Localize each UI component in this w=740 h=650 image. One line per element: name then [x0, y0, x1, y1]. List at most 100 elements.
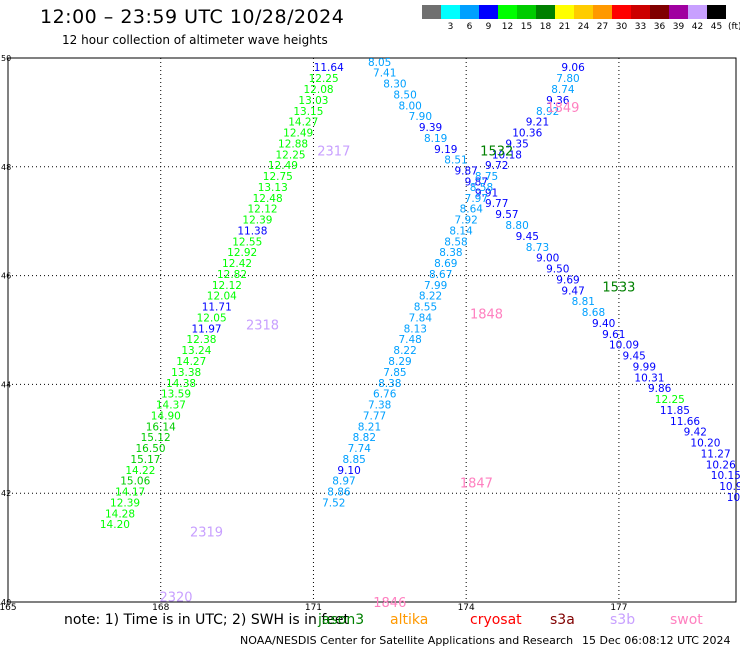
- swh-value-label: 9.99: [633, 361, 656, 373]
- swh-value-label: 9.91: [475, 187, 498, 199]
- scale-swatch: 27: [593, 5, 612, 32]
- swh-value-label: 8.13: [404, 323, 427, 335]
- swh-value-label: 13.13: [258, 182, 288, 194]
- page-title: 12:00 – 23:59 UTC 10/28/2024: [40, 6, 345, 28]
- scale-label: 27: [596, 22, 609, 32]
- swh-value-label: 10: [727, 492, 740, 504]
- swh-value-label: 15.06: [120, 476, 150, 488]
- scale-label: 18: [539, 22, 552, 32]
- swh-value-label: 8.30: [383, 79, 406, 91]
- swh-value-label: 8.80: [505, 220, 528, 232]
- mission-s3b: s3b: [610, 612, 636, 628]
- swh-value-label: 8.55: [414, 302, 437, 314]
- swh-value-label: 8.74: [551, 84, 575, 96]
- scale-label: 15: [520, 22, 533, 32]
- swh-value-label: 9.06: [561, 62, 585, 74]
- swh-value-label: 14.27: [288, 117, 318, 129]
- swh-value-label: 9.36: [546, 95, 570, 107]
- swh-value-label: 7.92: [454, 215, 477, 227]
- swh-value-label: 9.87: [454, 166, 477, 178]
- scale-swatch: 39: [669, 5, 688, 32]
- mission-jason3: jason3: [318, 612, 365, 628]
- swh-value-label: 8.38: [378, 378, 401, 390]
- swh-value-label: 12.92: [227, 247, 257, 259]
- swh-value-label: 9.77: [485, 198, 508, 210]
- swh-value-label: 12.88: [278, 138, 308, 150]
- y-tick-label: 42: [1, 489, 11, 498]
- swh-value-label: 8.81: [572, 296, 595, 308]
- swh-value-label: 8.85: [342, 454, 365, 466]
- swh-value-label: 9.57: [495, 209, 518, 221]
- swh-value-label: 10.26: [706, 459, 736, 471]
- x-tick-label: 168: [152, 603, 169, 613]
- scale-swatch: 15: [517, 5, 536, 32]
- swh-value-label: 9.40: [592, 318, 615, 330]
- footer-note: note: 1) Time is in UTC; 2) SWH is in fe…: [64, 612, 350, 628]
- swh-value-label: 7.41: [373, 68, 396, 80]
- swh-value-label: 7.80: [556, 73, 579, 85]
- swh-value-label: 7.97: [465, 193, 488, 205]
- swh-value-label: 12.39: [242, 215, 272, 227]
- swh-value-label: 9.00: [536, 253, 559, 265]
- swh-value-label: 9.19: [434, 144, 457, 156]
- swh-value-label: 9.39: [419, 122, 442, 134]
- swh-value-label: 10.9: [719, 481, 740, 493]
- scale-label: 6: [466, 22, 473, 32]
- swh-value-label: 8.19: [424, 133, 447, 145]
- swh-value-label: 12.55: [232, 236, 262, 248]
- x-tick-label: 177: [610, 603, 627, 613]
- swh-value-label: 10.15: [711, 470, 740, 482]
- swh-value-label: 12.49: [268, 160, 298, 172]
- swh-value-label: 12.05: [197, 312, 227, 324]
- swh-value-label: 9.72: [485, 160, 508, 172]
- swh-value-label: 11.38: [237, 225, 267, 237]
- swh-value-label: 13.24: [181, 345, 211, 357]
- pass-number-label: 1847: [460, 476, 493, 491]
- swh-value-label: 12.75: [263, 171, 293, 183]
- scale-label: 42: [691, 22, 704, 32]
- generated-timestamp: 15 Dec 06:08:12 UTC 2024: [582, 634, 731, 647]
- swh-value-label: 8.92: [536, 106, 559, 118]
- x-tick-label: 171: [305, 603, 322, 613]
- swh-value-label: 7.77: [363, 410, 386, 422]
- swh-value-label: 7.84: [409, 312, 433, 324]
- scale-swatch: 21: [555, 5, 574, 32]
- y-tick-label: 44: [1, 380, 11, 389]
- scale-label: 39: [672, 22, 685, 32]
- swh-value-label: 12.82: [217, 269, 247, 281]
- swh-value-label: 8.22: [393, 345, 416, 357]
- swh-value-label: 9.45: [622, 351, 645, 363]
- swh-value-label: 14.20: [100, 519, 130, 531]
- mission-swot: swot: [670, 612, 703, 628]
- scale-label: 33: [634, 22, 647, 32]
- swh-value-label: 12.48: [253, 193, 283, 205]
- swh-value-label: 8.21: [358, 421, 381, 433]
- swh-value-label: 14.28: [105, 508, 135, 520]
- mission-altika: altika: [390, 612, 429, 628]
- swh-value-label: 11.71: [202, 302, 232, 314]
- swh-value-label: 8.58: [470, 182, 493, 194]
- swh-value-label: 11.66: [670, 416, 700, 428]
- scale-swatch: 9: [479, 5, 498, 32]
- x-tick-label: 174: [458, 603, 475, 613]
- swh-value-label: 10.36: [512, 128, 542, 140]
- scale-label: 12: [501, 22, 514, 32]
- scale-swatch: 45: [707, 5, 726, 32]
- swh-value-label: 9.35: [505, 138, 528, 150]
- swh-value-label: 12.12: [212, 280, 242, 292]
- scale-label: 9: [485, 22, 492, 32]
- swh-value-label: 8.82: [353, 432, 376, 444]
- swh-value-label: 12.25: [655, 394, 685, 406]
- swh-value-label: 12.49: [283, 128, 313, 140]
- swh-value-label: 9.69: [556, 274, 579, 286]
- pass-number-label: 1849: [546, 101, 579, 116]
- swh-value-label: 8.50: [393, 89, 416, 101]
- scale-swatch: 24: [574, 5, 593, 32]
- swh-value-label: 16.50: [136, 443, 166, 455]
- swh-value-label: 8.22: [419, 291, 442, 303]
- scale-label: 45: [710, 22, 723, 32]
- swh-value-label: 7.74: [348, 443, 372, 455]
- swh-value-label: 8.86: [327, 487, 351, 499]
